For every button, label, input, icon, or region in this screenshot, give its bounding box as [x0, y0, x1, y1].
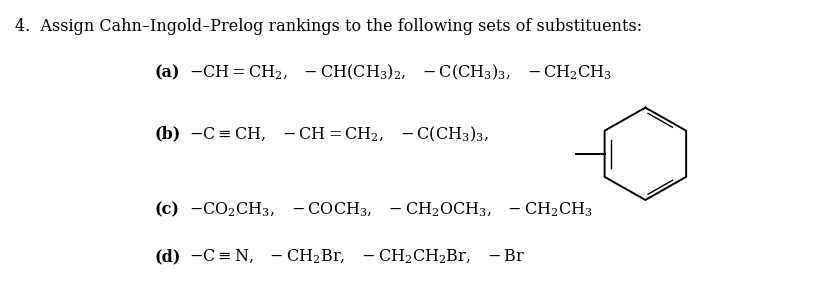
Text: (c): (c) [154, 201, 179, 218]
Text: (b): (b) [154, 126, 180, 143]
Text: (d): (d) [154, 249, 180, 266]
Text: (a): (a) [154, 64, 179, 81]
Text: $\mathregular{-CO_2CH_3,\ \ -COCH_3,\ \ -CH_2OCH_3,\ \ -CH_2CH_3}$: $\mathregular{-CO_2CH_3,\ \ -COCH_3,\ \ … [189, 200, 592, 219]
Text: 4.  Assign Cahn–Ingold–Prelog rankings to the following sets of substituents:: 4. Assign Cahn–Ingold–Prelog rankings to… [15, 18, 641, 35]
Text: $\mathregular{-C{\equiv}N,\ \ -CH_2Br,\ \ -CH_2CH_2Br,\ \ -Br}$: $\mathregular{-C{\equiv}N,\ \ -CH_2Br,\ … [189, 248, 525, 266]
Text: $\mathregular{-C{\equiv}CH,\ \ -CH{=}CH_2,\ \ -C(CH_3)_3,}$: $\mathregular{-C{\equiv}CH,\ \ -CH{=}CH_… [189, 124, 488, 144]
Text: $\mathregular{-CH{=}CH_2,\ \ -CH(CH_3)_2,\ \ -C(CH_3)_3,\ \ -CH_2CH_3}$: $\mathregular{-CH{=}CH_2,\ \ -CH(CH_3)_2… [189, 63, 612, 82]
